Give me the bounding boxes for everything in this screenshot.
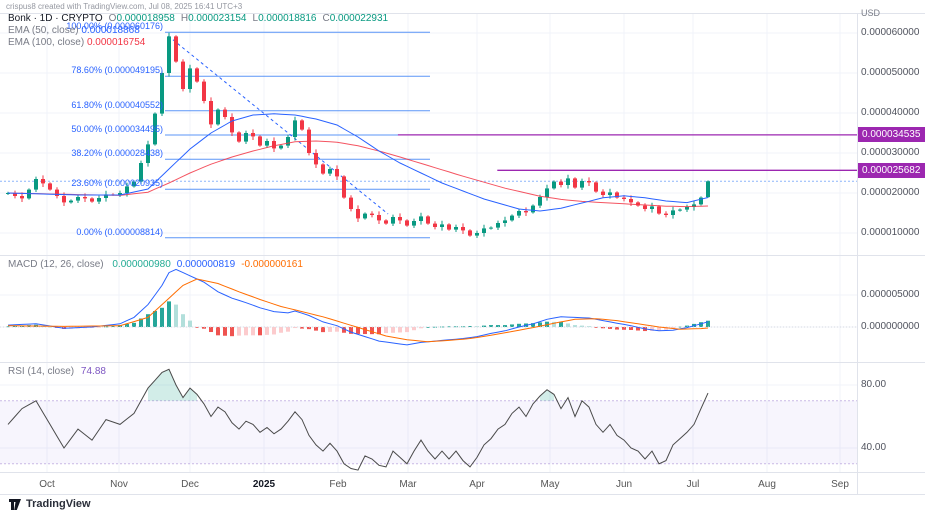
- time-axis-label: May: [540, 479, 560, 490]
- time-axis-label: Dec: [181, 479, 199, 490]
- ema50-line[interactable]: [7, 113, 709, 212]
- time-axis-label: Oct: [39, 479, 55, 490]
- tradingview-logo-text: TradingView: [26, 498, 91, 510]
- time-axis-label: Aug: [758, 479, 776, 490]
- ohlc-letter: H: [180, 13, 189, 24]
- ohlc-value: 0.000023154: [188, 13, 247, 24]
- candlestick-series[interactable]: [6, 32, 710, 238]
- fib-level-label: 61.80% (0.000040552): [71, 99, 163, 110]
- ema50-legend[interactable]: EMA (50, close) 0.000018868: [8, 25, 140, 36]
- ema100-value: 0.000016754: [86, 37, 146, 48]
- fib-level-label: 100.00% (0.000060176): [66, 21, 163, 32]
- ema100-name: EMA (100, close): [8, 37, 85, 48]
- rsi-value: 74.88: [80, 366, 106, 377]
- currency-label: USD: [861, 8, 881, 18]
- price-axis-label: 0.000020000: [861, 187, 920, 198]
- fib-level-label: 23.60% (0.000020935): [71, 178, 163, 189]
- time-axis-label: Sep: [831, 479, 849, 490]
- macd-values: 0.000000980 0.000000819 -0.000000161: [106, 259, 303, 270]
- macd-indicator[interactable]: [0, 268, 857, 346]
- macd-legend-value: -0.000000161: [241, 259, 303, 270]
- macd-legend[interactable]: MACD (12, 26, close) 0.000000980 0.000000…: [8, 259, 303, 270]
- ohlc-letter: L: [252, 13, 259, 24]
- tradingview-logo-icon: [9, 499, 21, 510]
- fib-level-label: 0.00% (0.000008814): [76, 226, 163, 237]
- time-axis-label: Apr: [469, 479, 485, 490]
- ohlc-value: 0.000018816: [258, 13, 317, 24]
- time-axis-label: Mar: [399, 479, 417, 490]
- ema100-line[interactable]: [7, 140, 709, 208]
- macd-legend-value: 0.000000980: [112, 259, 171, 270]
- fib-level-label: 38.20% (0.000028438): [71, 148, 163, 159]
- rsi-legend[interactable]: RSI (14, close) 74.88: [8, 366, 106, 377]
- attribution-text: crispus8 created with TradingView.com, J…: [6, 2, 243, 11]
- ohlc-letter: C: [322, 13, 330, 24]
- ohlc-value: 0.000018958: [116, 13, 175, 24]
- fib-level-label: 78.60% (0.000049195): [71, 65, 163, 76]
- gridlines: [0, 14, 857, 472]
- time-axis-label: Jun: [615, 479, 633, 490]
- ema100-legend[interactable]: EMA (100, close) 0.000016754: [8, 37, 145, 48]
- macd-legend-value: 0.000000819: [176, 259, 236, 270]
- price-level-badge: 0.000025682: [858, 162, 925, 178]
- price-legend[interactable]: Bonk · 1D · CRYPTO O0.000018958 H0.0000231…: [8, 13, 388, 24]
- trendline-drawing[interactable]: [167, 35, 389, 215]
- fib-retracement-lines[interactable]: [165, 31, 430, 239]
- ema50-value: 0.000018868: [81, 25, 140, 36]
- macd-axis-label: 0.000000000: [861, 321, 920, 332]
- ohlc-letter: O: [108, 13, 117, 24]
- price-axis-label: 0.000050000: [861, 67, 920, 78]
- price-level-badge: 0.000034535: [858, 127, 925, 143]
- macd-name: MACD (12, 26, close): [8, 259, 104, 270]
- price-axis-label: 0.000030000: [861, 147, 920, 158]
- pane-borders: [0, 13, 925, 495]
- fib-level-label: 50.00% (0.000034495): [71, 124, 163, 135]
- ema50-name: EMA (50, close): [8, 25, 79, 36]
- price-axis-label: 0.000060000: [861, 27, 920, 38]
- macd-axis-label: 0.000005000: [861, 289, 920, 300]
- rsi-name: RSI (14, close): [8, 366, 75, 377]
- rsi-axis-label: 40.00: [861, 442, 887, 453]
- time-axis-label: Feb: [329, 479, 347, 490]
- time-axis-label: 2025: [252, 479, 276, 490]
- symbol-title[interactable]: Bonk · 1D · CRYPTO: [8, 13, 103, 24]
- time-axis-label: Jul: [686, 479, 700, 490]
- time-axis-label: Nov: [110, 479, 128, 490]
- rsi-axis-label: 80.00: [861, 379, 887, 390]
- price-axis-label: 0.000040000: [861, 107, 920, 118]
- ohlc-values: O0.000018958 H0.000023154 L0.000018816 C0.0…: [103, 13, 388, 24]
- rsi-indicator[interactable]: [0, 368, 857, 471]
- price-axis-label: 0.000010000: [861, 227, 920, 238]
- ohlc-value: 0.000022931: [329, 13, 389, 24]
- tradingview-footer[interactable]: TradingView: [8, 497, 91, 511]
